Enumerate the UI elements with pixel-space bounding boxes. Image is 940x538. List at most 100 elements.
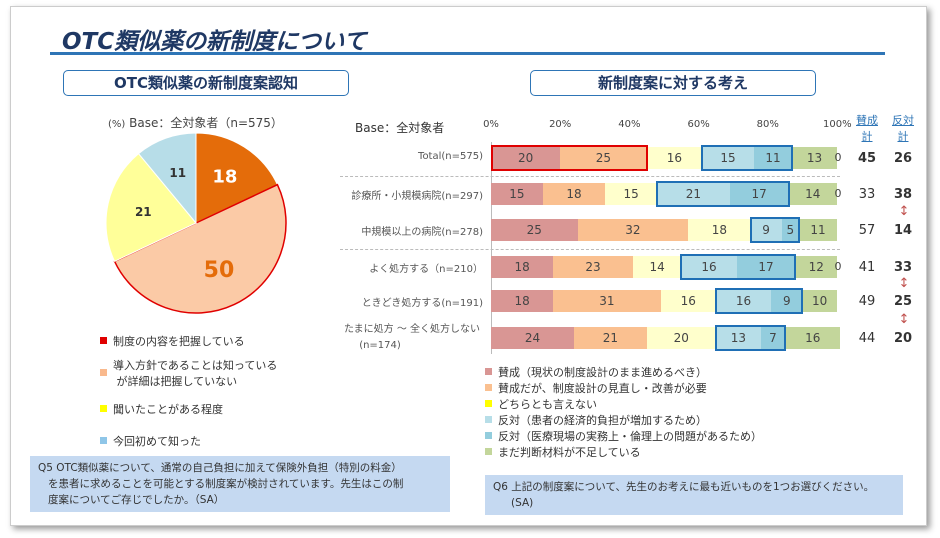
pie-label: 11	[169, 166, 186, 180]
bar-legend-item: 反対（患者の経済的負担が増加するため）	[485, 412, 762, 428]
bar-segment: 11	[753, 147, 792, 169]
bar-segment: 18	[491, 256, 554, 278]
pie-slice	[195, 132, 279, 224]
row-separator	[340, 176, 840, 177]
bar-segment: 24	[491, 327, 575, 349]
bar-segment: 21	[657, 183, 730, 205]
legend-swatch	[100, 405, 107, 412]
bar-segment-label: 0	[834, 260, 842, 273]
title-underline	[50, 52, 885, 55]
pie-label: 21	[135, 205, 152, 219]
hantai-total: 38	[893, 187, 913, 202]
bar-segment: 11	[798, 219, 837, 241]
q5-question-box: Q5 OTC類似薬について、通常の自己負担に加えて保険外負担（特別の料金） を患者…	[30, 456, 450, 512]
bar-segment: 21	[574, 327, 647, 349]
hantai-highlight-box	[714, 288, 804, 314]
legend-swatch	[100, 337, 107, 344]
bar-segment: 15	[605, 183, 658, 205]
sansei-highlight-box	[491, 145, 648, 171]
double-arrow-icon: ↕	[898, 204, 910, 219]
row-label: たまに処方 ～ 全く処方しない	[343, 324, 480, 335]
hantai-total: 14	[893, 223, 913, 238]
x-tick-label: 0%	[483, 119, 499, 130]
legend-swatch	[100, 369, 107, 376]
row-separator	[340, 249, 840, 250]
y-axis-line	[491, 142, 492, 354]
bar-legend-item: 賛成だが、制度設計の見直し・改善が必要	[485, 380, 762, 396]
page-title: OTC類似薬の新制度について	[62, 29, 367, 55]
bar-segment: 17	[736, 256, 796, 278]
hantai-total: 33	[893, 260, 913, 275]
bar-segment: 31	[553, 290, 661, 312]
bar-segment: 32	[577, 219, 689, 241]
bar-segment: 13	[715, 327, 761, 349]
right-section-header: 新制度案に対する考え	[530, 70, 816, 96]
x-tick-label: 20%	[549, 119, 572, 130]
row-label-n: (n=174)	[359, 340, 401, 351]
bar-segment: 20	[646, 327, 716, 349]
hantai-highlight-box	[749, 217, 800, 243]
row-label: Total(n=575)	[418, 151, 483, 162]
x-tick-label: 60%	[687, 119, 710, 130]
hantai-highlight-box	[656, 181, 790, 207]
pie-chart: 18 50 21 11	[105, 132, 287, 314]
sansei-total: 41	[858, 260, 876, 275]
pie-legend-item: 制度の内容を把握している	[100, 333, 330, 349]
bar-segment: 16	[646, 147, 703, 169]
bar-segment: 14	[632, 256, 682, 278]
q6-question-box: Q6 上記の制度案について、先生のお考えに最も近いものを1つお選びください。 (S…	[485, 475, 903, 515]
bar-segment-label: 0	[834, 151, 842, 164]
bar-segment: 18	[688, 219, 751, 241]
left-section-header: OTC類似薬の新制度案認知	[63, 70, 349, 96]
bar-segment: 12	[795, 256, 837, 278]
pie-unit: (%)	[108, 119, 126, 130]
hantai-total: 20	[893, 331, 913, 346]
pie-label: 18	[212, 166, 237, 187]
bar-legend-item: 賛成（現状の制度設計のまま進めるべき）	[485, 364, 762, 380]
pie-slice	[113, 183, 287, 314]
bar-segment: 15	[702, 147, 754, 169]
bar-segment: 25	[560, 147, 647, 169]
sansei-total: 49	[858, 294, 876, 309]
pie-legend-item: 導入方針であることは知っている が詳細は把握していない	[100, 357, 330, 389]
sansei-total: 45	[857, 151, 877, 166]
hantai-total: 26	[893, 151, 913, 166]
bar-segment: 20	[491, 147, 561, 169]
row-label: 診療所・小規模病院(n=297)	[351, 191, 483, 202]
pie-legend-item: 聞いたことがある程度	[100, 401, 330, 417]
bar-segment: 17	[729, 183, 789, 205]
bar-segment: 23	[553, 256, 633, 278]
bar-segment: 13	[792, 147, 837, 169]
hantai-highlight-box	[701, 145, 793, 171]
pie-slice	[137, 132, 197, 225]
bar-segment: 10	[802, 290, 837, 312]
bar-segment: 15	[491, 183, 543, 205]
x-tick-label: 80%	[756, 119, 779, 130]
bar-segment: 16	[785, 327, 841, 349]
pie-slice	[105, 152, 197, 262]
hantai-highlight-box	[714, 325, 787, 351]
bar-segment: 16	[715, 290, 772, 312]
x-tick-label: 100%	[823, 119, 852, 130]
hantai-total: 25	[893, 294, 913, 309]
bar-segment: 5	[781, 219, 799, 241]
sansei-total: 33	[858, 187, 876, 202]
hantai-total-header: 反対計	[892, 114, 914, 143]
bar-segment: 25	[491, 219, 578, 241]
bar-segment: 14	[788, 183, 837, 205]
row-label: よく処方する（n=210）	[369, 264, 483, 275]
bar-segment: 18	[542, 183, 606, 205]
pie-base: Base：全対象者（n=575）	[129, 116, 283, 130]
sansei-total-header: 賛成計	[856, 114, 878, 143]
double-arrow-icon: ↕	[898, 276, 910, 291]
pie-label: 50	[204, 258, 235, 283]
bar-segment: 16	[681, 256, 737, 278]
sansei-total: 44	[858, 331, 876, 346]
bar-segment: 18	[491, 290, 554, 312]
bar-segment: 9	[771, 290, 803, 312]
bar-segment: 16	[660, 290, 716, 312]
bar-legend-item: 反対（医療現場の実務上・倫理上の問題があるため）	[485, 428, 762, 444]
bar-legend-item: どちらとも言えない	[485, 396, 762, 412]
pie-legend-item: 今回初めて知った	[100, 433, 330, 449]
row-label: ときどき処方する(n=191)	[361, 298, 483, 309]
